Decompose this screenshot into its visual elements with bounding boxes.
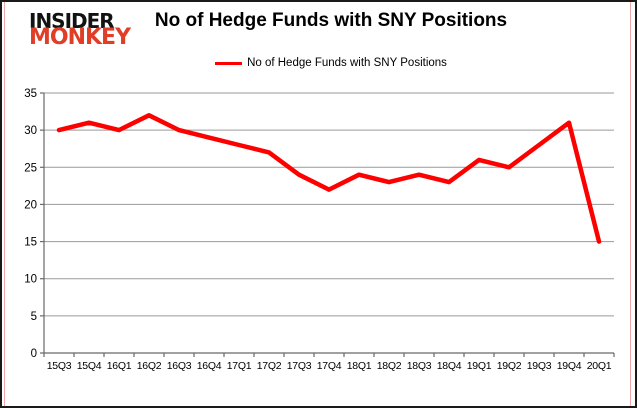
x-tick-label: 17Q4 [317, 360, 342, 372]
x-tick-label: 15Q4 [77, 360, 102, 372]
x-tick-label: 16Q3 [167, 360, 192, 372]
x-tick-label: 16Q2 [137, 360, 162, 372]
x-tick-label: 19Q4 [557, 360, 582, 372]
x-tick-label: 17Q2 [257, 360, 282, 372]
x-tick-label: 17Q3 [287, 360, 312, 372]
x-tick-label: 16Q1 [107, 360, 132, 372]
chart-title: No of Hedge Funds with SNY Positions [154, 10, 508, 31]
y-tick-label: 25 [24, 162, 37, 174]
y-tick-label: 30 [24, 125, 37, 137]
x-tick-label: 17Q1 [227, 360, 252, 372]
x-tick-label: 19Q2 [497, 360, 522, 372]
legend-label: No of Hedge Funds with SNY Positions [247, 57, 447, 69]
y-tick-label: 35 [24, 88, 37, 100]
x-tick-label: 16Q4 [197, 360, 222, 372]
legend: No of Hedge Funds with SNY Positions [46, 57, 616, 69]
legend-line-swatch [215, 61, 243, 65]
x-tick-label: 18Q3 [407, 360, 432, 372]
logo-text-monkey: MONKEY [29, 25, 131, 51]
y-tick-label: 15 [24, 237, 37, 249]
x-tick-label: 20Q1 [587, 360, 612, 372]
x-tick-label: 18Q1 [347, 360, 372, 372]
y-tick-label: 0 [31, 348, 37, 360]
logo-text-insider: INSIDER [29, 9, 115, 33]
y-tick-label: 20 [24, 199, 37, 211]
y-tick-label: 10 [24, 274, 37, 286]
x-tick-label: 19Q3 [527, 360, 552, 372]
x-tick-label: 19Q1 [467, 360, 492, 372]
series-line [56, 113, 602, 244]
x-tick-label: 18Q4 [437, 360, 462, 372]
x-tick-label: 15Q3 [47, 360, 72, 372]
x-tick-label: 18Q2 [377, 360, 402, 372]
y-tick-label: 5 [31, 311, 37, 323]
insider-monkey-logo: INSIDER MONKEY [29, 9, 131, 51]
